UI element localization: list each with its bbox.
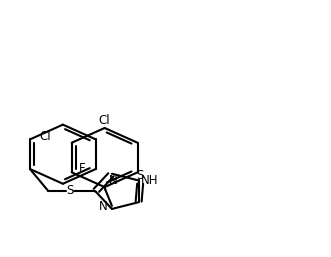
Text: N: N	[109, 174, 118, 187]
Text: F: F	[79, 162, 85, 176]
Text: S: S	[137, 169, 144, 182]
Text: NH: NH	[140, 174, 158, 187]
Text: S: S	[66, 184, 73, 197]
Text: Cl: Cl	[99, 114, 111, 127]
Text: N: N	[99, 200, 108, 213]
Text: Cl: Cl	[39, 130, 51, 143]
